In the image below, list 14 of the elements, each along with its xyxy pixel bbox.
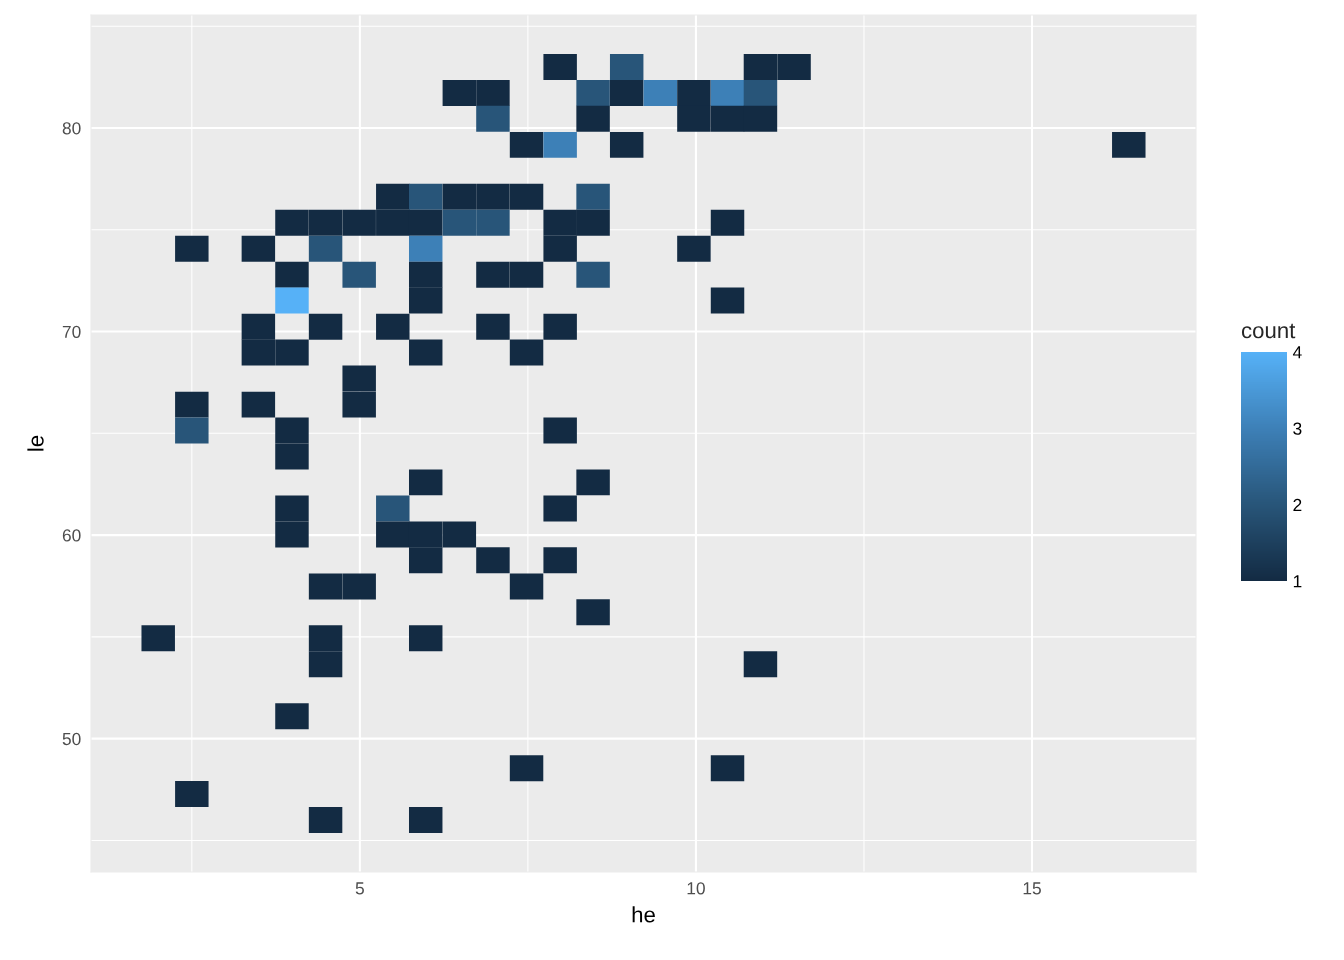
y-tick-label: 50 [62,732,81,746]
color-bar-label: 2 [1293,498,1302,511]
x-axis-title: he [632,906,655,923]
y-tick-label: 60 [62,529,81,542]
y-axis-title: le [27,435,44,451]
y-tick-label: 70 [62,325,81,338]
x-tick-label: 15 [1023,882,1041,895]
y-tick-label: 80 [62,122,81,135]
x-tick-label: 5 [355,882,364,895]
x-tick-label: 10 [687,882,705,895]
color-bar-label: 4 [1292,346,1302,359]
color-bar-title: count [1241,323,1296,339]
color-bar-label: 3 [1293,422,1302,435]
color-bar-label: 1 [1293,575,1302,588]
